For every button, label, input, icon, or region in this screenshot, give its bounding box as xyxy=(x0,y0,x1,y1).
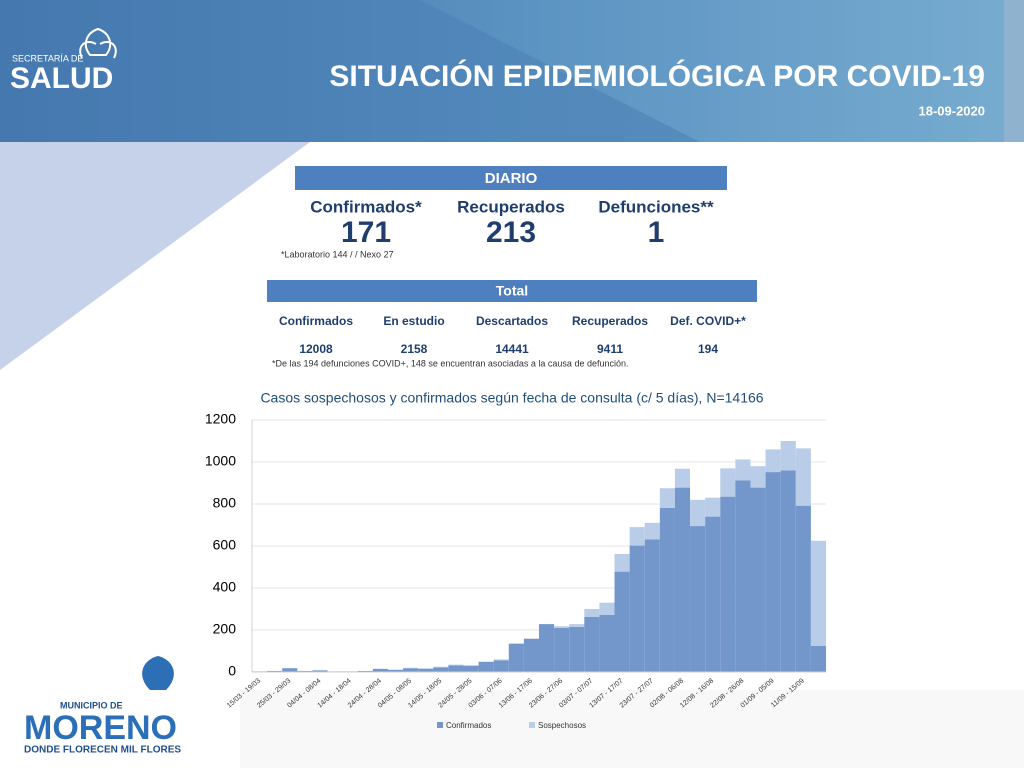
bar-segment xyxy=(403,668,418,672)
y-tick-label: 400 xyxy=(213,579,237,595)
bar-segment xyxy=(494,659,509,660)
total-label: Def. COVID+* xyxy=(670,314,746,328)
bar-segment xyxy=(735,480,750,672)
side-triangle xyxy=(0,142,310,370)
bar-segment xyxy=(660,508,675,672)
bar-segment xyxy=(705,517,720,672)
page-title: SITUACIÓN EPIDEMIOLÓGICA POR COVID-19 xyxy=(329,59,985,93)
bar-segment xyxy=(796,506,811,672)
total-label: En estudio xyxy=(383,314,444,328)
bar-segment xyxy=(660,488,675,508)
bar-segment xyxy=(569,627,584,672)
daily-label: Defunciones** xyxy=(598,197,714,216)
chart-title: Casos sospechosos y confirmados según fe… xyxy=(260,390,763,406)
bar-segment xyxy=(705,498,720,517)
bar-segment xyxy=(584,609,599,617)
footer-name: MORENO xyxy=(24,709,177,747)
y-tick-label: 1200 xyxy=(205,411,236,427)
y-tick-label: 600 xyxy=(213,537,237,553)
header-edge xyxy=(1004,0,1024,142)
legend-swatch xyxy=(437,722,443,728)
bar-segment xyxy=(675,469,690,488)
bar-segment xyxy=(554,628,569,672)
daily-value: 213 xyxy=(486,216,536,249)
daily-title: DIARIO xyxy=(485,170,538,187)
bar-segment xyxy=(690,526,705,672)
bar-segment xyxy=(448,665,463,672)
daily-note: *Laboratorio 144 / / Nexo 27 xyxy=(281,249,394,259)
bar-segment xyxy=(554,626,569,628)
total-value: 14441 xyxy=(495,342,529,356)
total-label: Confirmados xyxy=(279,314,353,328)
y-tick-label: 1000 xyxy=(205,453,236,469)
bar-segment xyxy=(796,448,811,505)
bar-segment xyxy=(781,470,796,672)
bar-segment xyxy=(509,644,524,672)
bar-segment xyxy=(750,466,765,487)
bar-segment xyxy=(735,459,750,480)
bar-segment xyxy=(766,449,781,472)
total-label: Descartados xyxy=(476,314,548,328)
bar-segment xyxy=(599,615,614,672)
bar-segment xyxy=(750,488,765,672)
total-note: *De las 194 defunciones COVID+, 148 se e… xyxy=(272,358,628,368)
bar-segment xyxy=(615,554,630,572)
y-tick-label: 0 xyxy=(228,663,236,679)
bar-segment xyxy=(433,667,448,668)
legend-label: Sospechosos xyxy=(538,721,586,730)
bar-segment xyxy=(463,666,478,672)
bar-segment xyxy=(433,667,448,672)
footer-icon xyxy=(142,656,174,690)
logo-name: SALUD xyxy=(10,62,113,95)
daily-value: 1 xyxy=(648,216,665,249)
footer-slogan: DONDE FLORECEN MIL FLORES xyxy=(24,745,181,756)
total-value: 194 xyxy=(698,342,718,356)
daily-label: Confirmados* xyxy=(310,197,422,216)
bar-segment xyxy=(811,541,826,646)
daily-value: 171 xyxy=(341,216,391,249)
total-value: 12008 xyxy=(299,342,333,356)
bar-segment xyxy=(630,546,645,672)
bar-segment xyxy=(448,665,463,666)
bar-segment xyxy=(781,441,796,470)
total-value: 2158 xyxy=(401,342,428,356)
bar-segment xyxy=(645,523,660,539)
bar-segment xyxy=(645,539,660,672)
bar-segment xyxy=(584,617,599,672)
bar-segment xyxy=(479,662,494,672)
legend-swatch xyxy=(529,722,535,728)
total-label: Recuperados xyxy=(572,314,648,328)
total-title: Total xyxy=(496,283,528,299)
bar-segment xyxy=(418,668,433,669)
bar-segment xyxy=(766,472,781,672)
bar-segment xyxy=(720,497,735,672)
page-date: 18-09-2020 xyxy=(919,103,986,118)
bar-segment xyxy=(690,500,705,526)
bar-segment xyxy=(494,660,509,672)
y-tick-label: 200 xyxy=(213,621,237,637)
bar-segment xyxy=(569,624,584,627)
y-tick-label: 800 xyxy=(213,495,237,511)
bar-segment xyxy=(675,488,690,672)
bar-segment xyxy=(524,639,539,672)
total-value: 9411 xyxy=(597,342,623,356)
bar-segment xyxy=(811,646,826,672)
bar-segment xyxy=(539,624,554,672)
bar-segment xyxy=(282,668,297,672)
bar-segment xyxy=(599,603,614,615)
bar-segment xyxy=(720,468,735,496)
legend-label: Confirmados xyxy=(446,721,491,730)
daily-label: Recuperados xyxy=(457,197,565,216)
bar-segment xyxy=(630,527,645,545)
bar-segment xyxy=(615,572,630,672)
